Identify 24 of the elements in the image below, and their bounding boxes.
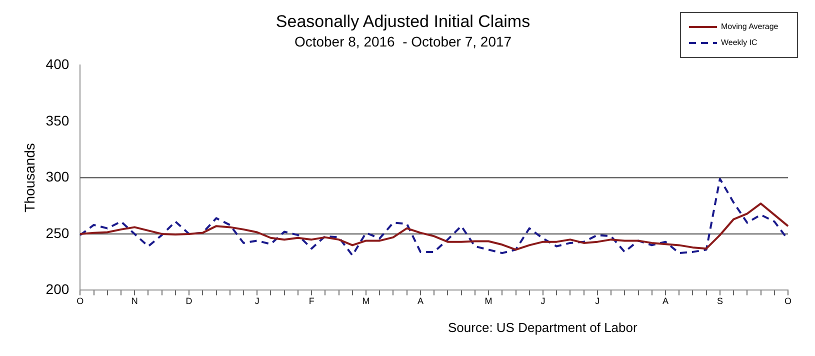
x-tick-label: O bbox=[76, 296, 84, 306]
x-tick-label: A bbox=[662, 296, 668, 306]
x-tick-label: J bbox=[595, 296, 600, 306]
x-tick-label: M bbox=[362, 296, 370, 306]
x-tick-label: A bbox=[417, 296, 424, 306]
chart-title: Seasonally Adjusted Initial Claims bbox=[276, 12, 530, 31]
x-tick-label: N bbox=[131, 296, 138, 306]
y-tick-label: 400 bbox=[46, 56, 70, 72]
x-tick-label: D bbox=[186, 296, 193, 306]
y-axis-title: Thousands bbox=[21, 143, 38, 212]
y-tick-label: 200 bbox=[46, 281, 70, 298]
x-tick-label: J bbox=[254, 296, 260, 306]
x-tick-label: J bbox=[540, 296, 546, 306]
source-note: Source: US Department of Labor bbox=[448, 320, 638, 335]
legend-label: Weekly IC bbox=[721, 37, 758, 49]
chart-subtitle: October 8, 2016 - October 7, 2017 bbox=[294, 34, 512, 50]
y-tick-label: 300 bbox=[46, 168, 70, 185]
x-tick-label: S bbox=[716, 296, 723, 306]
x-tick-label: O bbox=[784, 296, 792, 306]
y-tick-label: 250 bbox=[46, 224, 70, 241]
x-tick-label: F bbox=[308, 296, 315, 306]
legend-label: Moving Average bbox=[721, 21, 778, 33]
y-tick-label: 350 bbox=[46, 112, 70, 128]
x-tick-label: M bbox=[484, 296, 492, 306]
